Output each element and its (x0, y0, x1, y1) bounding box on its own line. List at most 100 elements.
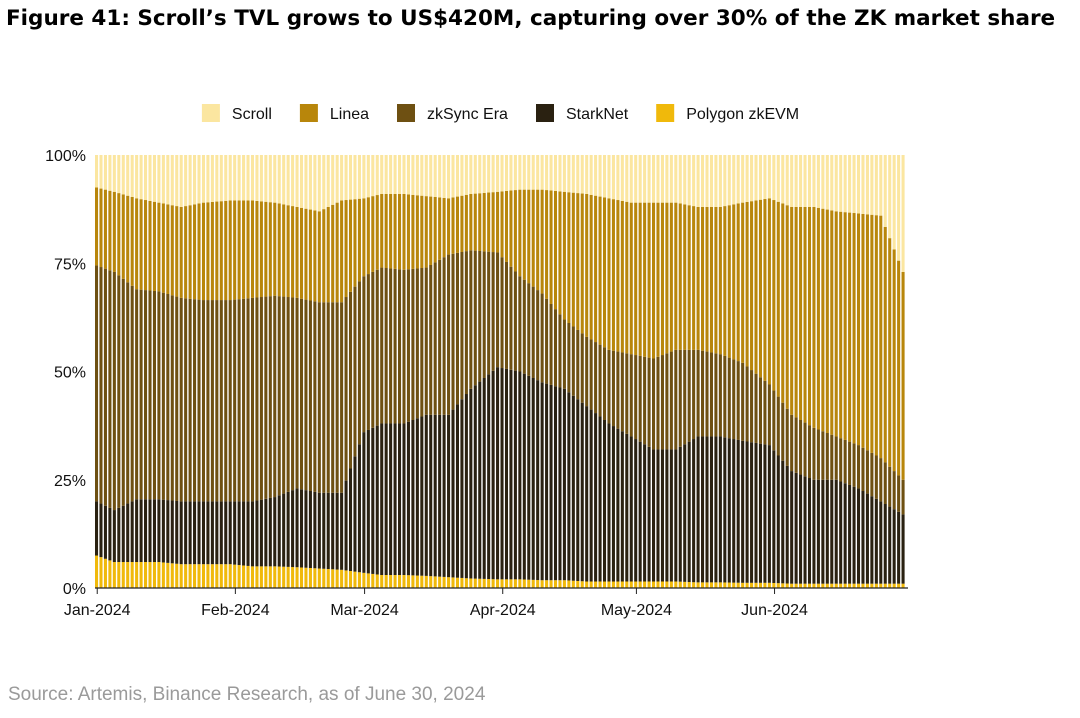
bar-segment-polygon-zkevm (892, 583, 896, 588)
bar-segment-linea (420, 195, 424, 269)
bar-segment-zksync-era (714, 353, 718, 437)
bar-segment-linea (304, 208, 308, 300)
bar-segment-polygon-zkevm (513, 579, 517, 588)
bar-segment-polygon-zkevm (799, 583, 803, 588)
bar-segment-linea (874, 215, 878, 456)
bar-segment-starknet (478, 381, 482, 579)
bar-segment-zksync-era (589, 339, 593, 410)
bar-segment-polygon-zkevm (776, 583, 780, 588)
bar-segment-linea (830, 210, 834, 435)
bar-segment-linea (103, 189, 107, 269)
bar-segment-polygon-zkevm (429, 576, 433, 588)
bar-segment-linea (402, 193, 406, 270)
bar-segment-polygon-zkevm (242, 565, 246, 588)
bar-segment-polygon-zkevm (250, 566, 255, 588)
bar-segment-linea (313, 210, 317, 302)
bar-segment-scroll (393, 155, 397, 194)
bar-segment-zksync-era (772, 390, 776, 451)
bar-segment-zksync-era (856, 445, 861, 489)
bar-segment-starknet (259, 499, 263, 567)
bar-segment-zksync-era (398, 269, 402, 424)
bar-segment-scroll (571, 155, 575, 193)
bar-segment-polygon-zkevm (473, 578, 477, 588)
bar-segment-starknet (233, 501, 237, 565)
bar-segment-scroll (536, 155, 540, 190)
bar-segment-zksync-era (135, 289, 139, 500)
bar-segment-starknet (420, 416, 424, 576)
bar-segment-scroll (121, 155, 125, 195)
bar-segment-scroll (843, 155, 847, 213)
bar-segment-zksync-era (709, 352, 713, 437)
bar-segment-starknet (188, 501, 192, 565)
bar-segment-polygon-zkevm (576, 580, 580, 588)
bar-segment-zksync-era (799, 420, 803, 475)
bar-segment-scroll (799, 155, 803, 207)
bar-segment-scroll (723, 155, 727, 207)
bar-segment-zksync-era (237, 299, 241, 502)
bar-segment-polygon-zkevm (237, 565, 241, 588)
bar-segment-linea (224, 200, 228, 301)
bar-segment-starknet (647, 446, 651, 582)
bar-segment-zksync-era (215, 300, 219, 502)
bar-segment-linea (340, 200, 344, 303)
bar-segment-starknet (678, 446, 682, 582)
bar-segment-zksync-era (95, 265, 99, 502)
bar-segment-polygon-zkevm (856, 583, 861, 588)
bar-segment-scroll (897, 155, 901, 261)
bar-segment-starknet (286, 491, 290, 567)
bar-segment-starknet (273, 497, 277, 567)
bar-segment-scroll (812, 155, 816, 207)
bar-segment-starknet (179, 501, 183, 565)
bar-segment-linea (549, 190, 553, 304)
bar-segment-polygon-zkevm (745, 582, 749, 588)
bar-segment-zksync-era (415, 268, 419, 419)
bar-segment-starknet (380, 423, 384, 576)
bar-segment-scroll (340, 155, 344, 201)
bar-segment-scroll (255, 155, 259, 201)
bar-segment-scroll (589, 155, 593, 195)
bar-segment-scroll (683, 155, 687, 205)
bar-segment-linea (736, 203, 740, 362)
bar-segment-scroll (807, 155, 812, 207)
bar-segment-linea (157, 202, 161, 292)
bar-segment-starknet (772, 450, 776, 583)
bar-segment-scroll (291, 155, 295, 207)
bar-segment-starknet (206, 501, 210, 565)
bar-segment-zksync-era (527, 283, 531, 376)
y-tick-label: 50% (54, 365, 86, 382)
bar-segment-polygon-zkevm (589, 581, 593, 588)
bar-segment-linea (879, 215, 883, 459)
bar-segment-linea (509, 190, 513, 267)
bar-segment-zksync-era (152, 290, 156, 500)
bar-segment-linea (393, 193, 397, 269)
bar-segment-polygon-zkevm (785, 583, 789, 588)
bar-segment-scroll (117, 155, 121, 194)
bar-segment-linea (816, 207, 820, 430)
bar-segment-starknet (193, 501, 197, 565)
bar-segment-polygon-zkevm (317, 568, 321, 588)
bar-segment-polygon-zkevm (103, 558, 107, 588)
bar-segment-starknet (402, 423, 406, 576)
bar-segment-scroll (732, 155, 736, 205)
bar-segment-starknet (326, 492, 330, 570)
bar-segment-starknet (571, 395, 575, 581)
bar-segment-zksync-era (656, 356, 660, 450)
bar-segment-polygon-zkevm (491, 579, 495, 588)
bar-segment-zksync-era (166, 293, 170, 501)
bar-segment-polygon-zkevm (148, 562, 152, 588)
bar-segment-starknet (576, 399, 580, 581)
bar-segment-scroll (504, 155, 509, 191)
bar-segment-scroll (206, 155, 210, 203)
bar-segment-polygon-zkevm (184, 564, 188, 588)
bar-segment-zksync-era (348, 291, 353, 469)
bar-segment-zksync-era (201, 300, 206, 502)
bar-segment-polygon-zkevm (790, 583, 794, 588)
bar-segment-scroll (776, 155, 780, 202)
bar-segment-starknet (705, 436, 709, 583)
bar-segment-scroll (233, 155, 237, 201)
bar-segment-linea (95, 187, 99, 266)
bar-segment-starknet (455, 404, 459, 578)
bar-segment-starknet (865, 493, 869, 584)
bar-segment-starknet (553, 386, 558, 581)
bar-segment-starknet (803, 476, 807, 584)
